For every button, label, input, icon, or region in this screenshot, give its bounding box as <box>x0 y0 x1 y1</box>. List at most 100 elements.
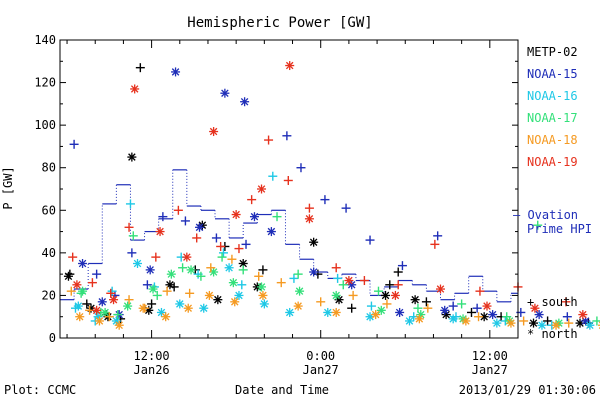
point-north-noaa-16 <box>323 307 333 317</box>
point-south-noaa-17 <box>178 263 188 273</box>
point-north-noaa-15 <box>78 259 88 268</box>
point-south-noaa-17 <box>196 271 206 281</box>
point-north-noaa-15 <box>488 310 498 320</box>
y-tick-label: 60 <box>42 203 56 217</box>
point-north-noaa-18 <box>230 297 240 307</box>
point-north-noaa-16 <box>224 263 234 273</box>
point-north-noaa-18 <box>551 320 561 330</box>
x-tick-time-label: 12:00 <box>472 349 508 363</box>
point-south-noaa-19 <box>68 252 78 262</box>
legend-ovation-prime: — Ovation <box>513 208 578 222</box>
point-north-noaa-16 <box>492 318 502 328</box>
point-south-noaa-15 <box>127 248 137 258</box>
point-north-noaa-19 <box>285 61 295 71</box>
point-south-noaa-16 <box>107 286 117 296</box>
point-south-noaa-17 <box>128 231 138 241</box>
point-south-noaa-15 <box>296 163 306 173</box>
point-north-noaa-15 <box>195 222 205 232</box>
point-north-noaa-16 <box>448 314 458 324</box>
point-south-noaa-19 <box>247 195 257 205</box>
point-north-metp-02 <box>127 152 137 162</box>
point-south-noaa-17 <box>113 310 123 320</box>
point-south-noaa-15 <box>158 212 168 222</box>
point-north-noaa-17 <box>416 310 426 320</box>
point-south-noaa-16 <box>366 301 376 311</box>
legend-entry-noaa-19: NOAA-19 <box>527 155 578 169</box>
point-south-noaa-15 <box>320 195 330 205</box>
point-south-noaa-19 <box>331 263 341 273</box>
point-south-noaa-19 <box>283 175 293 185</box>
point-north-noaa-18 <box>331 307 341 317</box>
legend-entry-metp-02: METP-02 <box>527 45 578 59</box>
point-north-noaa-18 <box>293 301 303 311</box>
point-north-metp-02 <box>213 295 223 305</box>
plot-frame <box>59 39 519 339</box>
point-south-noaa-19 <box>359 276 369 286</box>
point-north-noaa-15 <box>145 265 155 275</box>
point-south-noaa-19 <box>87 278 97 288</box>
point-south-noaa-15 <box>211 233 221 243</box>
point-south-noaa-16 <box>333 273 343 283</box>
point-north-noaa-17 <box>100 307 110 317</box>
x-tick-date-label: Jan27 <box>303 363 339 377</box>
point-south-noaa-17 <box>238 265 248 275</box>
point-south-noaa-16 <box>289 273 299 283</box>
point-south-noaa-17 <box>457 299 467 309</box>
point-south-noaa-18 <box>124 295 134 305</box>
point-north-noaa-17 <box>376 305 386 315</box>
point-south-noaa-16 <box>237 280 247 290</box>
chart-title: Hemispheric Power [GW] <box>187 15 372 31</box>
point-south-noaa-19 <box>393 280 403 290</box>
y-tick-label: 120 <box>34 76 56 90</box>
y-axis-label: P [GW] <box>1 166 15 209</box>
point-south-noaa-15 <box>433 231 443 241</box>
point-south-noaa-19 <box>124 222 134 232</box>
y-tick-label: 40 <box>42 246 56 260</box>
point-north-noaa-19 <box>344 276 354 286</box>
point-north-noaa-15 <box>395 307 405 317</box>
point-south-noaa-18 <box>66 286 76 296</box>
point-north-noaa-16 <box>404 316 414 326</box>
point-north-noaa-19 <box>231 210 241 220</box>
point-north-noaa-15 <box>220 88 230 98</box>
point-north-noaa-18 <box>75 312 85 322</box>
point-south-noaa-19 <box>264 135 274 145</box>
point-north-noaa-18 <box>506 318 516 328</box>
y-tick-label: 100 <box>34 118 56 132</box>
point-south-noaa-15 <box>92 269 102 279</box>
point-north-noaa-19 <box>155 227 165 237</box>
legend-entry-noaa-18: NOAA-18 <box>527 133 578 147</box>
point-south-noaa-17 <box>373 286 383 296</box>
point-north-noaa-19 <box>578 310 588 320</box>
point-north-noaa-19 <box>435 284 445 294</box>
point-south-noaa-17 <box>293 269 303 279</box>
point-south-noaa-15 <box>448 301 458 311</box>
point-north-noaa-15 <box>97 297 107 307</box>
point-south-noaa-15 <box>282 131 292 141</box>
point-south-noaa-18 <box>276 278 286 288</box>
point-north-noaa-17 <box>331 290 341 300</box>
point-south-noaa-19 <box>216 241 226 251</box>
point-south-noaa-15 <box>341 203 351 213</box>
x-tick-date-label: Jan27 <box>472 363 508 377</box>
point-north-noaa-18 <box>414 314 424 324</box>
point-south-noaa-19 <box>192 233 202 243</box>
point-north-metp-02 <box>529 318 539 328</box>
point-north-noaa-18 <box>138 303 148 313</box>
legend-entry-noaa-15: NOAA-15 <box>527 67 578 81</box>
point-south-metp-02 <box>543 316 553 326</box>
point-north-noaa-16 <box>133 259 143 268</box>
point-south-metp-02 <box>82 299 92 309</box>
legend-ovation-prime: Prime HPI <box>527 222 592 236</box>
point-south-noaa-19 <box>304 203 314 213</box>
point-north-noaa-16 <box>259 299 269 309</box>
point-north-noaa-19 <box>109 295 119 305</box>
y-tick-label: 20 <box>42 288 56 302</box>
point-south-noaa-15 <box>397 261 407 271</box>
point-south-metp-02 <box>421 297 431 307</box>
point-south-noaa-19 <box>173 205 183 215</box>
point-north-metp-02 <box>410 295 420 305</box>
point-south-noaa-18 <box>382 299 392 309</box>
symbol-legend-south: + south <box>527 295 578 309</box>
point-north-noaa-18 <box>161 312 171 322</box>
